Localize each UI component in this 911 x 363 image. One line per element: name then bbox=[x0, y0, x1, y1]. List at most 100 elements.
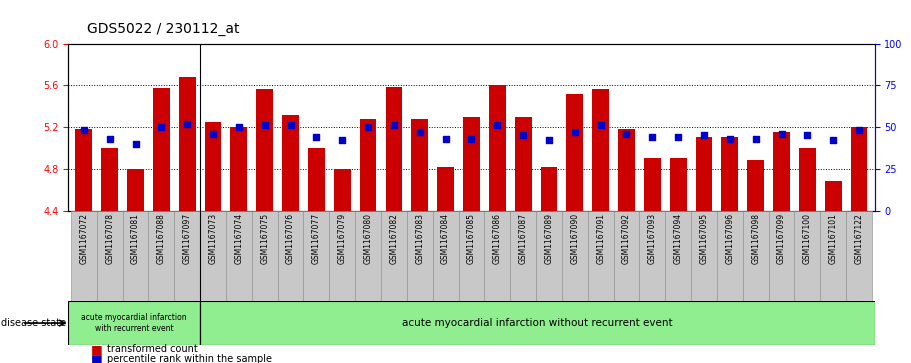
Text: ■: ■ bbox=[91, 343, 103, 356]
Point bbox=[542, 138, 557, 143]
Bar bbox=[329, 211, 355, 301]
Point bbox=[593, 122, 608, 128]
Text: GSM1167100: GSM1167100 bbox=[803, 213, 812, 264]
Text: acute myocardial infarction without recurrent event: acute myocardial infarction without recu… bbox=[402, 318, 672, 328]
Bar bbox=[717, 211, 742, 301]
Text: transformed count: transformed count bbox=[107, 344, 199, 354]
Bar bbox=[226, 211, 251, 301]
Point bbox=[670, 134, 685, 140]
Point bbox=[206, 131, 220, 136]
Bar bbox=[846, 211, 872, 301]
Text: GSM1167101: GSM1167101 bbox=[829, 213, 838, 264]
Bar bbox=[515, 117, 531, 211]
Bar bbox=[355, 211, 381, 301]
Text: ■: ■ bbox=[91, 353, 103, 363]
Point bbox=[852, 127, 866, 133]
Bar bbox=[230, 127, 247, 211]
Text: GSM1167096: GSM1167096 bbox=[725, 213, 734, 264]
Bar bbox=[303, 211, 329, 301]
Point bbox=[413, 129, 427, 135]
Bar bbox=[640, 211, 665, 301]
Bar bbox=[458, 211, 485, 301]
Text: GSM1167079: GSM1167079 bbox=[338, 213, 347, 264]
Text: GSM1167074: GSM1167074 bbox=[234, 213, 243, 264]
Bar bbox=[97, 211, 123, 301]
Bar bbox=[592, 90, 609, 211]
Text: GSM1167092: GSM1167092 bbox=[622, 213, 631, 264]
Bar bbox=[540, 167, 558, 211]
Text: percentile rank within the sample: percentile rank within the sample bbox=[107, 354, 272, 363]
Point bbox=[800, 132, 814, 138]
Bar bbox=[174, 211, 200, 301]
Point bbox=[774, 131, 789, 136]
Bar bbox=[489, 85, 506, 211]
Point bbox=[231, 124, 246, 130]
Text: GSM1167097: GSM1167097 bbox=[183, 213, 191, 264]
Point bbox=[438, 136, 453, 142]
Text: GSM1167084: GSM1167084 bbox=[441, 213, 450, 264]
Bar bbox=[205, 122, 221, 211]
Bar bbox=[614, 211, 640, 301]
Bar bbox=[485, 211, 510, 301]
Bar bbox=[407, 211, 433, 301]
Text: GSM1167091: GSM1167091 bbox=[596, 213, 605, 264]
Text: GSM1167081: GSM1167081 bbox=[131, 213, 140, 264]
Point bbox=[722, 136, 737, 142]
Bar bbox=[76, 129, 92, 211]
Bar bbox=[71, 211, 97, 301]
Bar bbox=[200, 211, 226, 301]
Bar bbox=[588, 211, 614, 301]
Bar bbox=[665, 211, 691, 301]
Text: GSM1167073: GSM1167073 bbox=[209, 213, 218, 264]
Text: GSM1167090: GSM1167090 bbox=[570, 213, 579, 264]
Text: GSM1167072: GSM1167072 bbox=[79, 213, 88, 264]
Text: GSM1167078: GSM1167078 bbox=[105, 213, 114, 264]
Bar bbox=[251, 211, 278, 301]
Text: GSM1167087: GSM1167087 bbox=[518, 213, 527, 264]
Bar bbox=[101, 148, 118, 211]
Bar bbox=[433, 211, 458, 301]
Bar bbox=[278, 211, 303, 301]
Text: GDS5022 / 230112_at: GDS5022 / 230112_at bbox=[87, 22, 239, 36]
Bar bbox=[773, 132, 790, 211]
Bar bbox=[510, 211, 536, 301]
Bar bbox=[128, 169, 144, 211]
Text: GSM1167089: GSM1167089 bbox=[545, 213, 554, 264]
Bar bbox=[670, 158, 687, 211]
Bar bbox=[691, 211, 717, 301]
Bar bbox=[742, 211, 769, 301]
Text: GSM1167099: GSM1167099 bbox=[777, 213, 786, 264]
Point bbox=[516, 132, 530, 138]
Point bbox=[490, 122, 505, 128]
Bar bbox=[567, 94, 583, 211]
Point bbox=[645, 134, 660, 140]
Point bbox=[619, 131, 634, 136]
Point bbox=[77, 127, 91, 133]
Bar bbox=[820, 211, 846, 301]
Point bbox=[826, 138, 841, 143]
Bar bbox=[824, 182, 842, 211]
Point bbox=[128, 141, 143, 147]
Bar bbox=[179, 77, 196, 211]
Bar bbox=[562, 211, 588, 301]
Bar bbox=[360, 119, 376, 211]
Text: GSM1167080: GSM1167080 bbox=[363, 213, 373, 264]
Text: GSM1167098: GSM1167098 bbox=[752, 213, 760, 264]
Bar bbox=[308, 148, 325, 211]
Text: GSM1167088: GSM1167088 bbox=[157, 213, 166, 264]
Point bbox=[154, 124, 169, 130]
Bar bbox=[333, 169, 351, 211]
Point bbox=[179, 121, 194, 127]
Text: GSM1167122: GSM1167122 bbox=[855, 213, 864, 264]
Text: GSM1167076: GSM1167076 bbox=[286, 213, 295, 264]
Bar bbox=[722, 138, 738, 211]
Point bbox=[102, 136, 117, 142]
Bar bbox=[463, 117, 480, 211]
Text: GSM1167082: GSM1167082 bbox=[389, 213, 398, 264]
Bar bbox=[696, 138, 712, 211]
Bar bbox=[153, 89, 169, 211]
Bar bbox=[747, 160, 764, 211]
Bar bbox=[644, 158, 660, 211]
Bar bbox=[381, 211, 407, 301]
Text: GSM1167093: GSM1167093 bbox=[648, 213, 657, 264]
